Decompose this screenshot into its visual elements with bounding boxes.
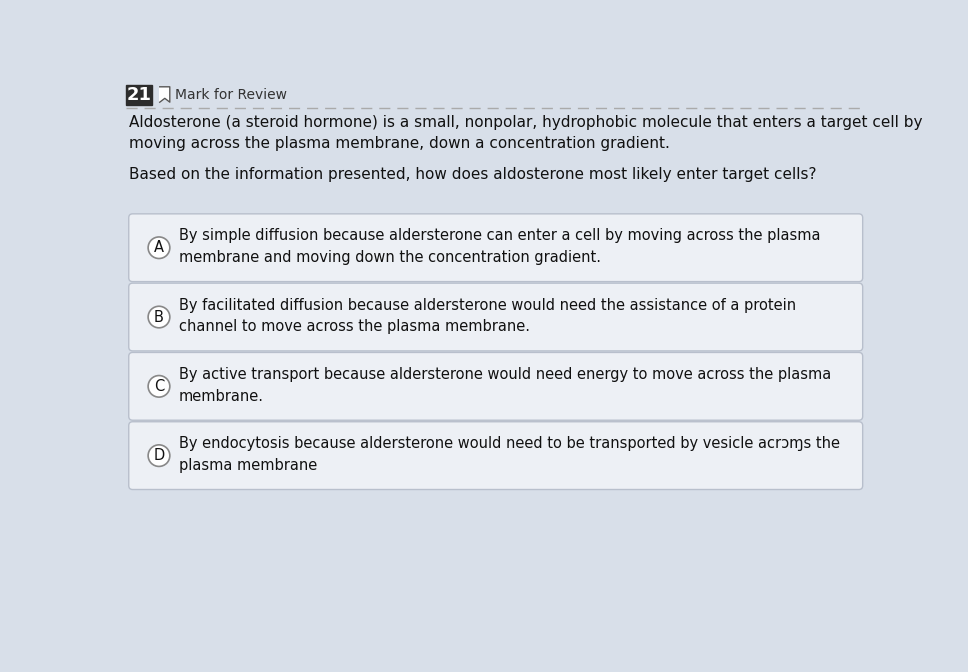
Text: A: A	[154, 240, 164, 255]
FancyBboxPatch shape	[129, 283, 862, 351]
Text: By endocytosis because aldersterone would need to be transported by vesicle acrɔ: By endocytosis because aldersterone woul…	[179, 436, 840, 473]
FancyBboxPatch shape	[129, 352, 862, 420]
Text: Based on the information presented, how does aldosterone most likely enter targe: Based on the information presented, how …	[129, 167, 816, 182]
Text: Mark for Review: Mark for Review	[175, 88, 287, 102]
Text: By simple diffusion because aldersterone can enter a cell by moving across the p: By simple diffusion because aldersterone…	[179, 228, 821, 265]
Circle shape	[148, 306, 169, 328]
Circle shape	[148, 445, 169, 466]
Polygon shape	[160, 87, 169, 102]
Text: D: D	[153, 448, 165, 463]
Text: By facilitated diffusion because aldersterone would need the assistance of a pro: By facilitated diffusion because alderst…	[179, 298, 797, 335]
FancyBboxPatch shape	[126, 85, 152, 106]
Circle shape	[148, 237, 169, 259]
Text: Aldosterone (a steroid hormone) is a small, nonpolar, hydrophobic molecule that : Aldosterone (a steroid hormone) is a sma…	[129, 114, 923, 151]
Text: By active transport because aldersterone would need energy to move across the pl: By active transport because aldersterone…	[179, 367, 832, 404]
Text: 21: 21	[127, 86, 151, 104]
Circle shape	[148, 376, 169, 397]
Text: B: B	[154, 310, 164, 325]
Text: C: C	[154, 379, 165, 394]
FancyBboxPatch shape	[129, 214, 862, 282]
FancyBboxPatch shape	[129, 422, 862, 489]
